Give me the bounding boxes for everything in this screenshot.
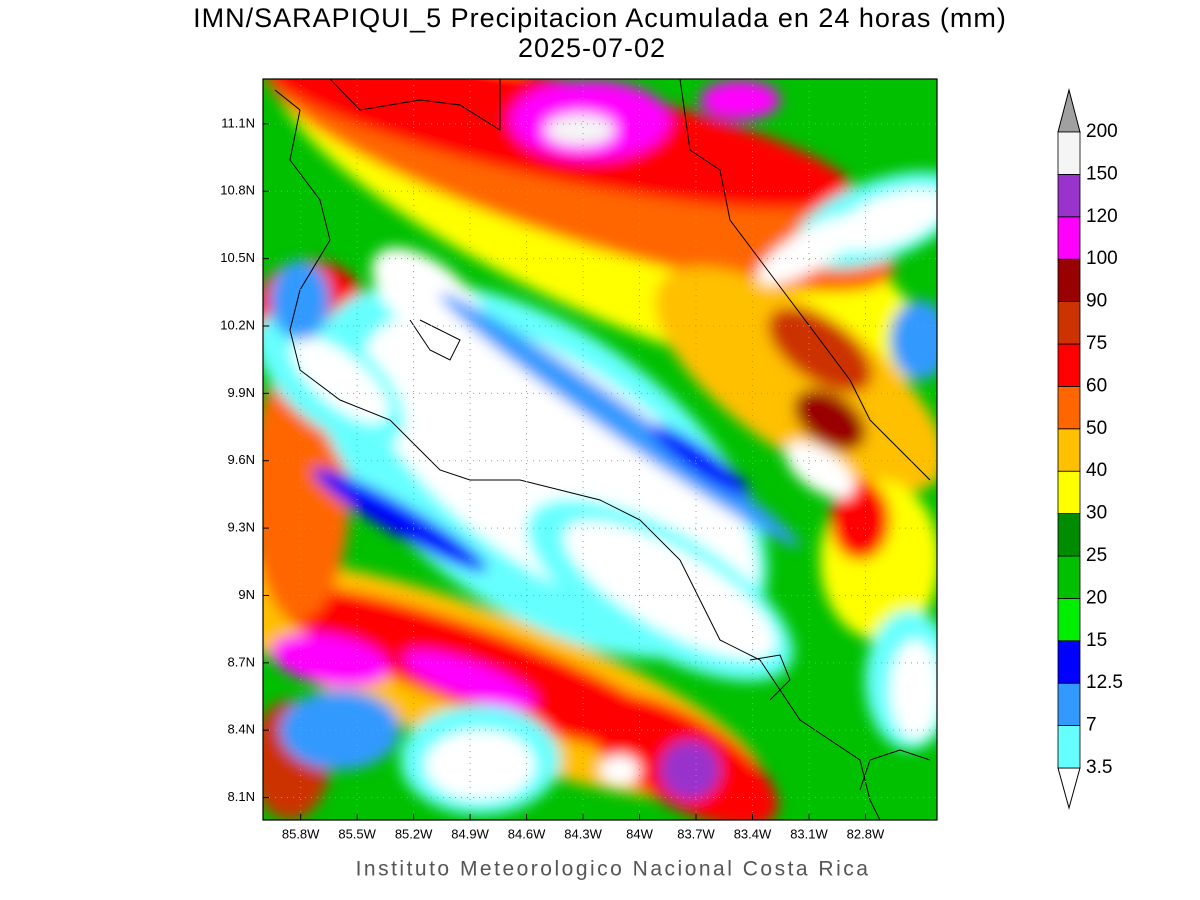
colorbar-label: 12.5 — [1086, 672, 1123, 693]
colorbar-label: 120 — [1086, 206, 1118, 227]
field-blob — [564, 520, 776, 660]
colorbar-box — [1057, 428, 1081, 472]
colorbar-label: 90 — [1086, 291, 1107, 312]
colorbar-label: 100 — [1086, 248, 1118, 269]
colorbar-label: 20 — [1086, 587, 1107, 608]
field-blob — [545, 114, 615, 146]
y-tick-label: 9.3N — [228, 520, 255, 535]
x-tick-label: 85.5W — [338, 826, 376, 841]
y-tick-label: 9N — [238, 587, 255, 602]
x-tick-label: 83.7W — [677, 826, 715, 841]
field-blob — [767, 307, 873, 393]
x-tick-label: 83.4W — [734, 826, 772, 841]
y-tick-label: 9.9N — [228, 385, 255, 400]
field-blob — [600, 755, 640, 785]
field-blob — [830, 480, 890, 560]
field-blob — [439, 293, 801, 547]
x-tick-label: 85.8W — [282, 826, 320, 841]
colorbar-box — [1057, 598, 1081, 642]
colorbar-box — [1057, 513, 1081, 557]
title: IMN/SARAPIQUI_5 Precipitacion Acumulada … — [193, 3, 1007, 33]
y-tick-label: 10.8N — [220, 183, 255, 198]
x-tick-label: 84.9W — [451, 826, 489, 841]
colorbar: 3.5 7 12.5 15 20 25 30 40 50 60 75 90 100 120 150 200 — [1057, 88, 1123, 810]
coastlines — [274, 79, 931, 820]
colorbar-label: 50 — [1086, 418, 1107, 439]
x-tick-label: 85.2W — [395, 826, 433, 841]
field-blob — [890, 640, 937, 740]
y-tick-label: 8.1N — [228, 789, 255, 804]
field-blob — [655, 266, 937, 494]
colorbar-box — [1057, 173, 1081, 218]
field-blob — [700, 80, 780, 120]
colorbar-box — [1057, 640, 1081, 684]
subtitle: 2025-07-02 — [518, 33, 666, 63]
colorbar-box — [1057, 470, 1081, 515]
field-blob — [890, 300, 937, 380]
colorbar-label: 15 — [1086, 630, 1107, 651]
precipitation-field — [263, 79, 937, 820]
colorbar-box — [1057, 682, 1081, 727]
y-tick-label: 10.5N — [220, 250, 255, 265]
field-blob — [832, 188, 937, 252]
field-blob — [291, 336, 389, 424]
field-blob — [270, 260, 330, 340]
x-tick-label: 84.6W — [508, 826, 546, 841]
colorbar-box — [1057, 725, 1081, 769]
footer: Instituto Meteorologico Nacional Costa R… — [356, 858, 871, 881]
colorbar-label: 200 — [1086, 121, 1118, 142]
field-blob — [313, 468, 487, 572]
colorbar-label: 25 — [1086, 545, 1107, 566]
field-blob — [650, 424, 750, 496]
colorbar-box — [1057, 131, 1081, 175]
colorbar-box — [1057, 385, 1081, 430]
colorbar-label: 60 — [1086, 375, 1107, 396]
field-blob — [757, 215, 863, 285]
y-tick-label: 10.2N — [220, 317, 255, 332]
field-blob — [660, 740, 720, 800]
y-tick-label: 8.4N — [228, 722, 255, 737]
colorbar-label: 7 — [1086, 715, 1097, 736]
x-tick-label: 83.1W — [790, 826, 828, 841]
colorbar-label: 30 — [1086, 503, 1107, 524]
colorbar-label: 3.5 — [1086, 757, 1112, 778]
x-tick-label: 82.8W — [847, 826, 885, 841]
colorbar-over — [1057, 88, 1081, 133]
x-tick-label: 84.3W — [564, 826, 602, 841]
axes: 85.8W 85.5W 85.2W 84.9W 84.6W 84.3W 84W 83.7W 83… — [220, 79, 937, 841]
field-blobs — [263, 79, 937, 820]
field-blob — [794, 389, 866, 451]
colorbar-label: 40 — [1086, 460, 1107, 481]
colorbar-box — [1057, 555, 1081, 599]
field-blob — [785, 441, 855, 499]
colorbar-box — [1057, 216, 1081, 260]
y-tick-label: 9.6N — [228, 452, 255, 467]
y-tick-label: 8.7N — [228, 654, 255, 669]
colorbar-label: 150 — [1086, 163, 1118, 184]
field-blob — [280, 690, 400, 770]
colorbar-box — [1057, 258, 1081, 303]
field-blob — [425, 730, 535, 800]
map-frame — [262, 78, 938, 821]
field-blob — [403, 650, 537, 710]
colorbar-label: 75 — [1086, 333, 1107, 354]
colorbar-box — [1057, 343, 1081, 387]
y-tick-label: 11.1N — [221, 115, 255, 130]
field-blob — [371, 247, 489, 353]
x-tick-label: 84W — [626, 826, 653, 841]
colorbar-under — [1057, 767, 1081, 810]
colorbar-box — [1057, 301, 1081, 345]
